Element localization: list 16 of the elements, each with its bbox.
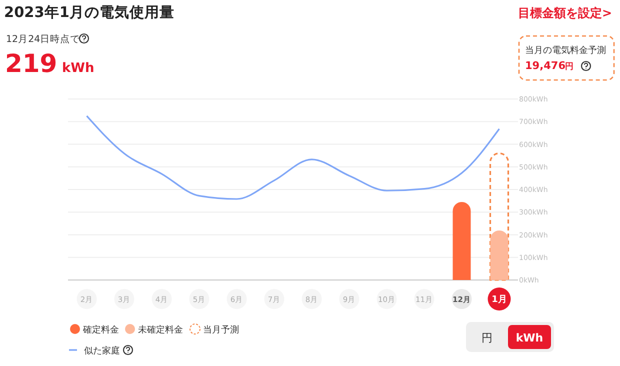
text: 219 <box>5 49 58 78</box>
text: kWh <box>62 61 94 76</box>
legend-label: 確定料金 <box>82 324 119 336</box>
legend-label: 当月予測 <box>203 324 239 336</box>
chart-title: 2023年1月の電気使用量 <box>4 4 174 21</box>
text: 12月24日時点で <box>6 33 82 45</box>
text: 目標金額を設定> <box>518 6 612 20</box>
x-tick-label: 1月 <box>492 294 507 305</box>
legend-label: 似た家庭 <box>84 346 120 356</box>
text: 19,476 <box>525 60 566 72</box>
text: kWh <box>516 332 544 344</box>
text: 円 <box>565 61 574 72</box>
legend-label: 未確定料金 <box>138 324 183 336</box>
text: 当月の電気料金予測 <box>525 45 606 56</box>
text: 円 <box>482 332 492 344</box>
line-series <box>86 115 500 200</box>
